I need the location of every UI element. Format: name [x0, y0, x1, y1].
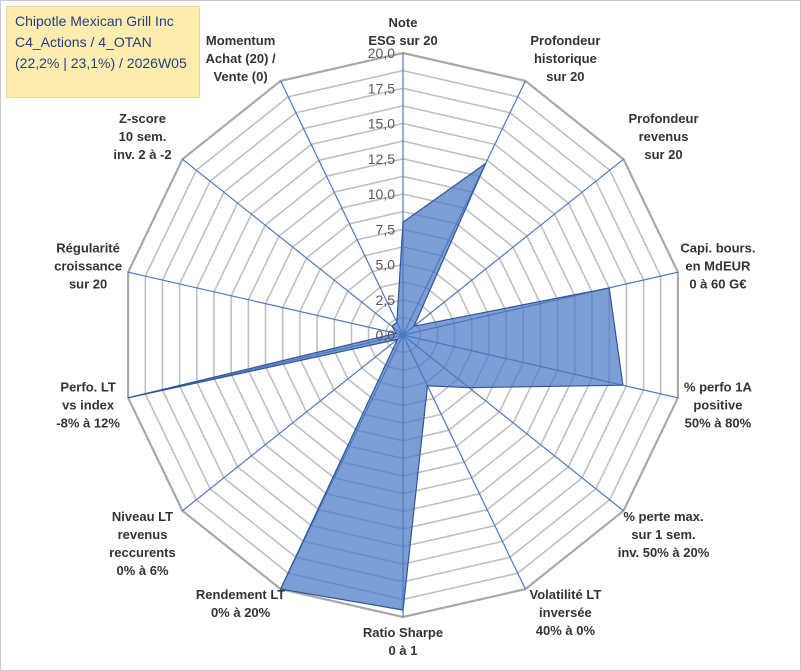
tick-label: 17,5	[368, 80, 395, 96]
series-layer	[127, 161, 624, 611]
tick-label: 7,5	[376, 221, 396, 237]
axis-label-6: Volatilité LT inversée 40% à 0%	[530, 587, 602, 638]
tick-label: 15,0	[368, 116, 395, 132]
company-name: Chipotle Mexican Grill Inc	[15, 13, 174, 29]
axis-label-12: Z-score 10 sem. inv. 2 à -2	[113, 111, 171, 162]
tick-labels: 0,0 2,5 5,0 7,5 10,0 12,5 15,0 17,5 20,0	[368, 45, 395, 343]
axis-spoke-13	[280, 80, 404, 336]
tick-label: 12,5	[368, 151, 395, 167]
tick-label: 5,0	[376, 257, 396, 273]
data-series-area	[127, 161, 624, 611]
axis-label-7: Ratio Sharpe 0 à 1	[363, 625, 443, 658]
axis-label-11: Régularité croissance sur 20	[54, 241, 122, 292]
info-box: Chipotle Mexican Grill Inc C4_Actions / …	[6, 6, 200, 98]
axis-spoke-11	[127, 271, 404, 336]
axis-spoke-12	[182, 158, 404, 336]
category-line: C4_Actions / 4_OTAN	[15, 34, 152, 50]
axis-label-9: Niveau LT revenus reccurents 0% à 6%	[109, 509, 175, 578]
tick-label: 10,0	[368, 186, 395, 202]
stats-line: (22,2% | 23,1%) / 2026W05	[15, 55, 187, 71]
axis-spoke-9	[182, 334, 404, 512]
axis-label-13: Momentum Achat (20) / Vente (0)	[206, 33, 276, 84]
tick-label: 20,0	[368, 45, 395, 61]
tick-label: 2,5	[376, 292, 396, 308]
tick-label: 0,0	[376, 327, 396, 343]
axis-spoke-2	[402, 158, 624, 336]
axis-label-8: Rendement LT 0% à 20%	[196, 587, 285, 620]
axis-label-0: Note ESG sur 20	[368, 15, 437, 48]
axis-label-5: % perte max. sur 1 sem. inv. 50% à 20%	[618, 509, 710, 560]
axis-label-4: % perfo 1A positive 50% à 80%	[684, 379, 753, 430]
axis-label-2: Profondeur revenus sur 20	[628, 111, 698, 162]
axis-label-1: Profondeur historique sur 20	[530, 33, 600, 84]
axis-labels: Note ESG sur 20 Profondeur historique sur 20…	[54, 15, 755, 658]
axis-label-3: Capi. bours. en MdEUR 0 à 60 G€	[680, 241, 755, 292]
axis-label-10: Perfo. LT vs index -8% à 12%	[56, 379, 120, 430]
